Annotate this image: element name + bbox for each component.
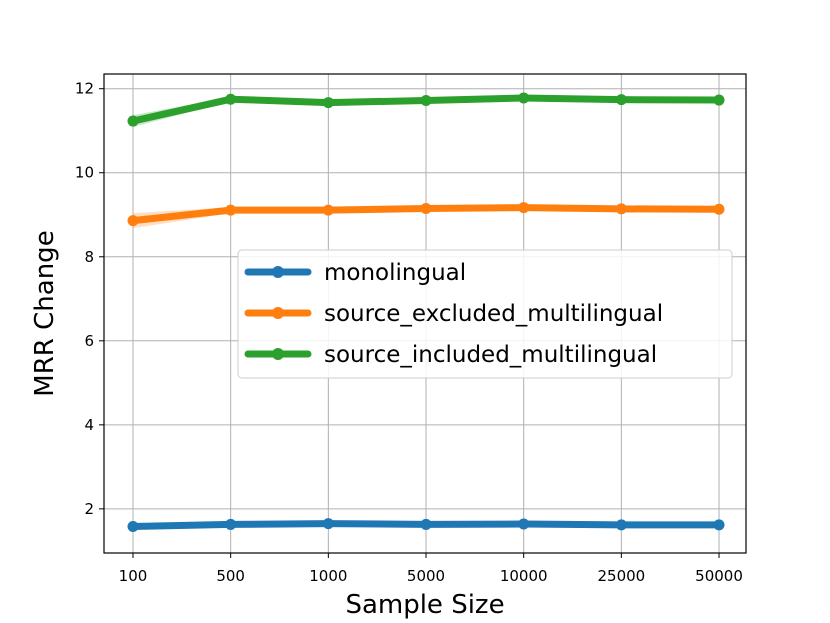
x-tick-label: 50000 [695, 567, 743, 585]
monolingual-point [420, 518, 432, 530]
x-tick-label: 1000 [309, 567, 347, 585]
monolingual-legend-label: monolingual [324, 260, 466, 286]
x-tick-label: 25000 [597, 567, 645, 585]
source-included-multilingual-point [420, 94, 432, 106]
legend-box [237, 249, 733, 379]
axis-ticks: 100 500 1000 5000 10000 25000 50000 2 4 6 8 10 12 [75, 80, 743, 585]
source-included-multilingual-point [127, 115, 139, 127]
source-excluded-multilingual-legend-marker [272, 307, 284, 319]
monolingual-point [518, 518, 530, 530]
monolingual-point [225, 518, 237, 530]
monolingual-point [322, 518, 334, 530]
plot-frame [103, 73, 747, 554]
x-tick-label: 10000 [500, 567, 548, 585]
y-tick-label: 2 [84, 500, 94, 518]
monolingual-legend-marker [272, 266, 284, 278]
source-excluded-multilingual-point [225, 204, 237, 216]
series-markers [127, 92, 725, 533]
y-tick-label: 6 [84, 332, 94, 350]
source-excluded-multilingual-point [127, 215, 139, 227]
x-axis-title: Sample Size [345, 590, 504, 620]
y-tick-label: 12 [75, 80, 94, 98]
source-excluded-multilingual-point [615, 203, 627, 215]
y-tick-label: 8 [84, 248, 94, 266]
x-tick-label: 5000 [407, 567, 445, 585]
x-tick-label: 500 [216, 567, 245, 585]
source-included-multilingual-point [615, 94, 627, 106]
legend: monolingual source_excluded_multilinguals… [237, 249, 733, 379]
source-included-multilingual-point [518, 92, 530, 104]
y-axis-title: MRR Change [30, 230, 60, 396]
source-included-multilingual-point [322, 97, 334, 109]
source-excluded-multilingual-point [420, 202, 432, 214]
y-tick-label: 4 [84, 416, 94, 434]
source-included-multilingual-point [713, 94, 725, 106]
source-excluded-multilingual-point [713, 203, 725, 215]
monolingual-point [127, 521, 139, 533]
source-excluded-multilingual-point [518, 202, 530, 214]
monolingual-point [615, 519, 627, 531]
source-included-multilingual-legend-label: source_included_multilingual [324, 342, 657, 368]
monolingual-point [713, 519, 725, 531]
source-excluded-multilingual-point [322, 204, 334, 216]
source-included-multilingual-point [225, 93, 237, 105]
y-tick-label: 10 [75, 164, 94, 182]
source-included-multilingual-legend-marker [272, 348, 284, 360]
source-excluded-multilingual-legend-label: source_excluded_multilingual [324, 301, 663, 327]
x-tick-label: 100 [119, 567, 148, 585]
